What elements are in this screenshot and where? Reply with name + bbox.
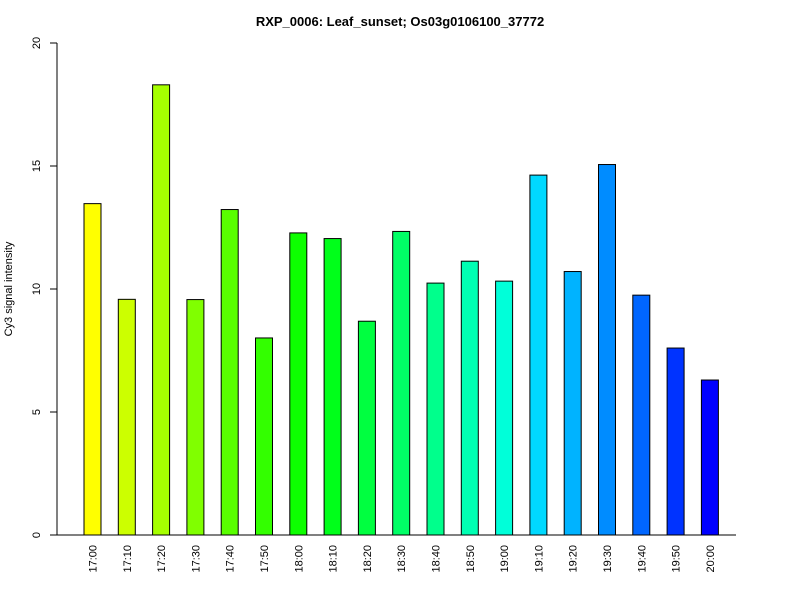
bar <box>152 84 171 536</box>
y-tick-label: 20 <box>31 37 43 49</box>
bar <box>357 320 376 536</box>
bar <box>598 164 616 536</box>
bar <box>529 174 548 536</box>
x-tick-label: 18:50 <box>465 545 477 573</box>
y-tick-label: 5 <box>31 409 43 415</box>
x-tick-label: 20:00 <box>705 545 717 573</box>
x-tick-label: 17:30 <box>190 545 202 573</box>
chart-title: RXP_0006: Leaf_sunset; Os03g0106100_3777… <box>256 14 544 29</box>
y-axis-label: Cy3 signal intensity <box>3 241 15 336</box>
bar <box>666 347 685 536</box>
x-tick-label: 19:30 <box>602 545 614 573</box>
y-tick-label: 10 <box>31 283 43 295</box>
bar <box>460 260 479 536</box>
x-tick-label: 19:10 <box>533 545 545 573</box>
bar <box>117 298 136 536</box>
x-axis: 17:00 17:10 17:20 17:30 17:40 17:50 18:00 18:10… <box>57 534 736 573</box>
bar <box>323 238 342 536</box>
bar <box>392 230 411 536</box>
bar <box>632 294 651 536</box>
x-tick-label: 19:00 <box>499 545 511 573</box>
bar <box>495 280 514 536</box>
x-tick-label: 18:40 <box>431 545 443 573</box>
bar <box>255 337 273 536</box>
x-tick-label: 17:20 <box>156 545 168 573</box>
x-tick-label: 17:40 <box>225 545 237 573</box>
bar <box>426 282 445 536</box>
bar <box>700 379 719 536</box>
x-tick-label: 19:50 <box>671 545 683 573</box>
y-tick-label: 15 <box>31 160 43 172</box>
y-axis: 0 5 10 15 20 <box>31 37 58 538</box>
bar <box>220 209 239 536</box>
x-tick-label: 19:40 <box>636 545 648 573</box>
x-tick-label: 18:00 <box>293 545 305 573</box>
y-tick-label: 0 <box>31 532 43 538</box>
x-tick-label: 17:10 <box>122 545 134 573</box>
x-tick-label: 19:20 <box>568 545 580 573</box>
bar <box>563 271 582 536</box>
bar <box>186 299 205 536</box>
x-tick-label: 18:10 <box>328 545 340 573</box>
bar <box>289 232 308 536</box>
x-tick-label: 18:30 <box>396 545 408 573</box>
bars-group <box>83 84 719 536</box>
bar <box>83 203 102 536</box>
x-tick-label: 18:20 <box>362 545 374 573</box>
x-tick-label: 17:50 <box>259 545 271 573</box>
x-tick-label: 17:00 <box>88 545 100 573</box>
